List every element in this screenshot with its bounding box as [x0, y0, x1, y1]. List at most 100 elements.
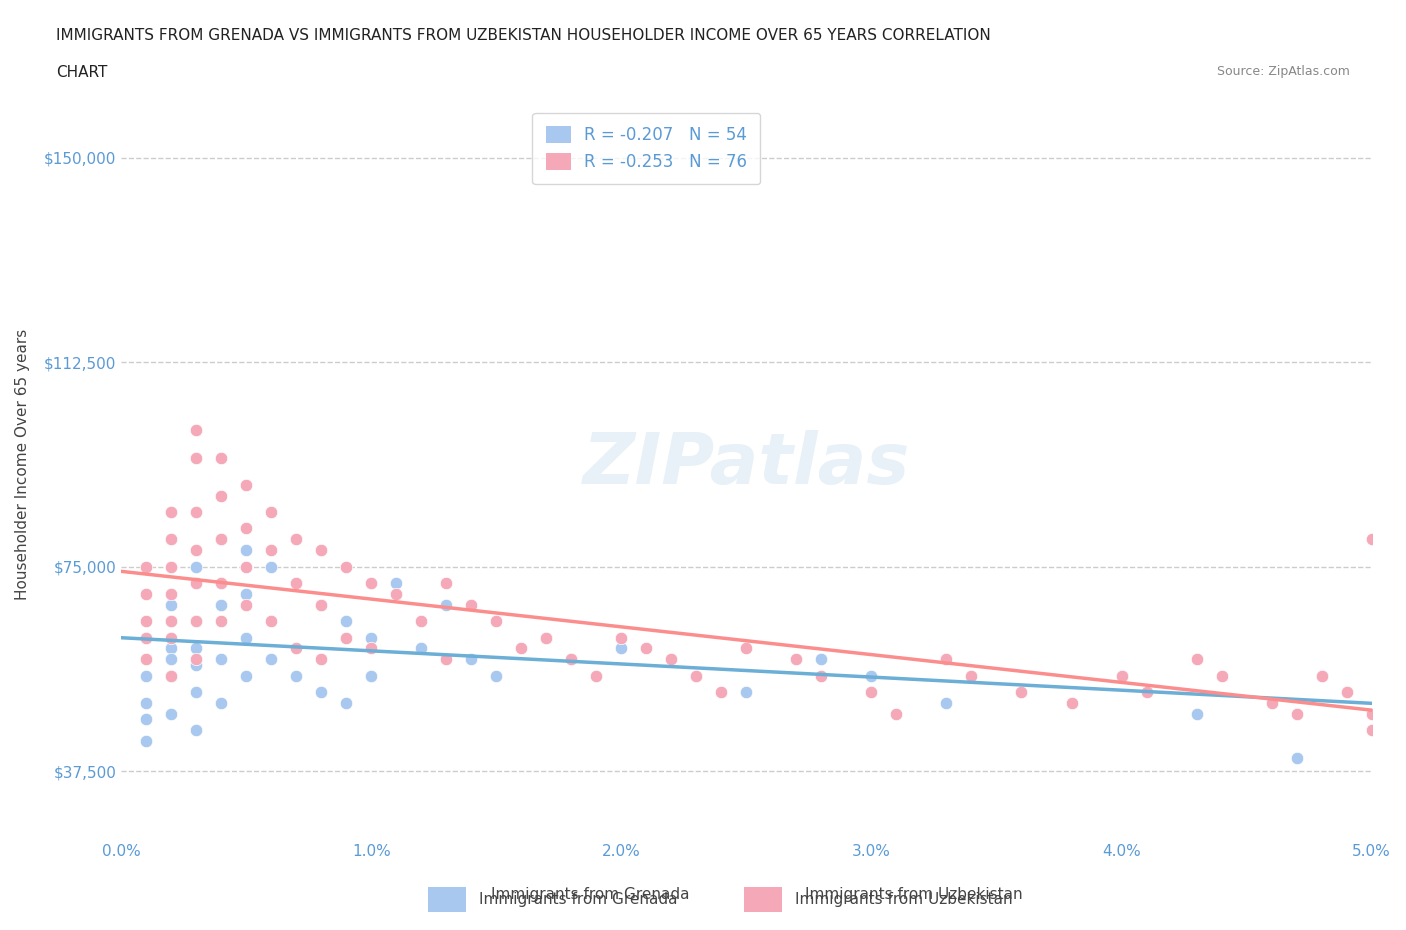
Point [810, 652, 832, 667]
Point [186, 641, 208, 656]
Point [186, 684, 208, 699]
Point [434, 652, 457, 667]
Point [135, 631, 157, 645]
Point [135, 587, 157, 602]
Point [260, 614, 283, 629]
Point [1011, 684, 1033, 699]
Point [260, 543, 283, 558]
Point [186, 658, 208, 672]
Point [360, 576, 382, 591]
Point [385, 576, 408, 591]
Point [735, 641, 758, 656]
Point [135, 631, 157, 645]
Point [485, 669, 508, 684]
Point [1211, 669, 1233, 684]
Point [235, 597, 257, 612]
Point [560, 652, 582, 667]
Point [260, 652, 283, 667]
Point [160, 641, 183, 656]
Point [610, 641, 633, 656]
Point [235, 559, 257, 574]
Text: Immigrants from Grenada: Immigrants from Grenada [491, 887, 690, 902]
Point [160, 597, 183, 612]
Point [785, 652, 807, 667]
Point [1111, 669, 1133, 684]
Point [160, 559, 183, 574]
Point [235, 477, 257, 492]
Point [186, 505, 208, 520]
Point [160, 652, 183, 667]
Point [186, 576, 208, 591]
Point [209, 696, 232, 711]
Point [160, 669, 183, 684]
Point [186, 723, 208, 737]
Point [209, 450, 232, 465]
Point [560, 652, 582, 667]
Point [411, 641, 433, 656]
Point [160, 587, 183, 602]
Point [186, 614, 208, 629]
Point [935, 652, 957, 667]
Point [209, 576, 232, 591]
Point [186, 652, 208, 667]
Bar [429, 887, 467, 912]
Point [135, 711, 157, 726]
Point [160, 631, 183, 645]
Point [309, 684, 332, 699]
Point [735, 684, 758, 699]
Point [186, 543, 208, 558]
Point [659, 652, 682, 667]
Point [1361, 532, 1384, 547]
Point [685, 669, 707, 684]
Point [135, 559, 157, 574]
Point [1310, 669, 1333, 684]
Point [309, 652, 332, 667]
Point [1361, 723, 1384, 737]
Point [135, 696, 157, 711]
Point [636, 641, 658, 656]
Point [209, 576, 232, 591]
Point [186, 576, 208, 591]
Point [335, 559, 357, 574]
Point [810, 669, 832, 684]
Point [1361, 707, 1384, 722]
Point [209, 597, 232, 612]
Text: CHART: CHART [56, 65, 108, 80]
Point [209, 652, 232, 667]
Point [160, 614, 183, 629]
Point [160, 614, 183, 629]
Point [160, 669, 183, 684]
Point [935, 696, 957, 711]
Bar [745, 887, 783, 912]
Point [186, 559, 208, 574]
Point [209, 614, 232, 629]
Point [235, 587, 257, 602]
Point [209, 488, 232, 503]
Text: ZIPatlas: ZIPatlas [582, 430, 910, 498]
Point [585, 669, 607, 684]
Point [1060, 696, 1083, 711]
Point [510, 641, 533, 656]
Point [235, 631, 257, 645]
Point [460, 652, 482, 667]
Point [235, 543, 257, 558]
Point [360, 641, 382, 656]
Point [335, 696, 357, 711]
Point [335, 614, 357, 629]
Point [360, 669, 382, 684]
Point [160, 532, 183, 547]
Point [260, 505, 283, 520]
Point [1310, 669, 1333, 684]
Text: Immigrants from Uzbekistan: Immigrants from Uzbekistan [806, 887, 1022, 902]
Point [335, 631, 357, 645]
Point [1285, 751, 1308, 765]
Point [209, 532, 232, 547]
Point [434, 597, 457, 612]
Point [360, 631, 382, 645]
Point [135, 734, 157, 749]
Point [860, 669, 883, 684]
Y-axis label: Householder Income Over 65 years: Householder Income Over 65 years [15, 328, 30, 600]
Point [1185, 652, 1208, 667]
Point [385, 587, 408, 602]
Point [1111, 669, 1133, 684]
